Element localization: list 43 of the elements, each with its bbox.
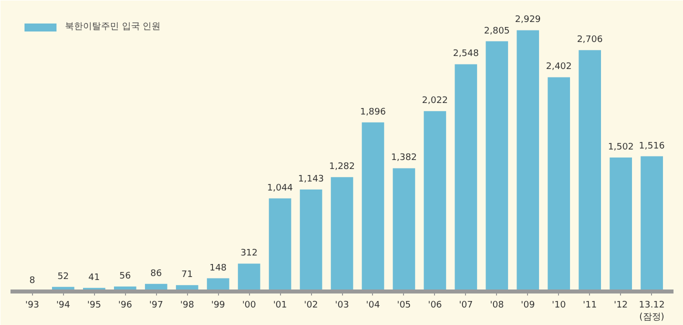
x-tick-label: '09 bbox=[520, 300, 536, 310]
x-tick-label: '95 bbox=[87, 300, 102, 310]
x-tick-label: '96 bbox=[118, 300, 132, 310]
data-label: 52 bbox=[57, 272, 69, 282]
data-label: 1,143 bbox=[298, 174, 324, 185]
data-label: 2,402 bbox=[546, 62, 572, 72]
x-tick-label: '08 bbox=[490, 300, 504, 310]
x-tick-label: '02 bbox=[304, 300, 318, 310]
x-tick-label: '07 bbox=[458, 300, 473, 310]
data-label: 41 bbox=[88, 272, 100, 283]
x-tick-label: '12 bbox=[614, 300, 628, 310]
data-label: 1,896 bbox=[360, 107, 386, 118]
data-label: 8 bbox=[29, 276, 36, 286]
data-label: 1,282 bbox=[329, 162, 355, 172]
data-label: 2,929 bbox=[515, 15, 542, 26]
x-tick-label: '97 bbox=[149, 300, 164, 310]
data-label: 2,548 bbox=[453, 49, 480, 60]
data-label: 1,516 bbox=[638, 141, 665, 152]
data-label: 2,706 bbox=[576, 35, 604, 46]
x-tick-label: '06 bbox=[428, 300, 442, 310]
data-label: 1,502 bbox=[608, 142, 634, 153]
x-tick-label: '04 bbox=[366, 300, 380, 310]
x-tick-label: '10 bbox=[552, 300, 566, 310]
legend-label: 북한이탈주민 입국 인원 bbox=[65, 21, 161, 33]
data-label: 2,022 bbox=[422, 96, 448, 106]
x-tick-label: '01 bbox=[273, 300, 288, 310]
data-label: 312 bbox=[240, 248, 258, 259]
x-tick-label: '11 bbox=[582, 300, 597, 310]
x-tick-label: '94 bbox=[56, 300, 70, 310]
data-label: 86 bbox=[150, 268, 162, 279]
x-tick-label: 13.12 (잠정) bbox=[638, 300, 665, 322]
x-tick-label: '93 bbox=[25, 300, 40, 310]
x-tick-label: '00 bbox=[242, 300, 256, 310]
data-label: 1,044 bbox=[267, 183, 294, 194]
x-tick-label: '05 bbox=[397, 300, 411, 310]
data-label: 2,805 bbox=[484, 26, 510, 36]
x-tick-label: '99 bbox=[211, 300, 226, 310]
data-label: 71 bbox=[181, 270, 193, 280]
data-label: 148 bbox=[209, 263, 227, 274]
x-tick-label: '03 bbox=[335, 300, 349, 310]
x-tick-label: '98 bbox=[180, 300, 194, 310]
data-label: 1,382 bbox=[391, 153, 417, 164]
data-label: 56 bbox=[119, 272, 132, 282]
